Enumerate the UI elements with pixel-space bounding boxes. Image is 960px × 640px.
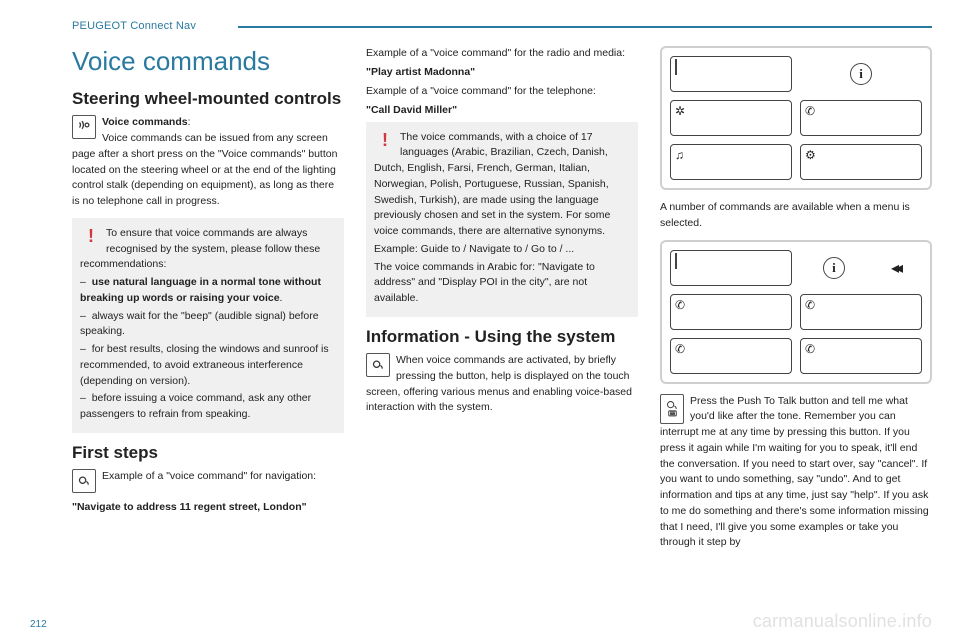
phone-icon: ✆ bbox=[805, 342, 815, 356]
gear-icon: ⚙ bbox=[805, 148, 816, 162]
note-bullet-3: – for best results, closing the windows … bbox=[80, 342, 336, 389]
warning-icon: ! bbox=[80, 226, 102, 248]
music-icon: ♫ bbox=[675, 148, 684, 162]
voice-icon bbox=[72, 115, 96, 139]
heading-information: Information - Using the system bbox=[366, 327, 638, 347]
watermark: carmanualsonline.info bbox=[753, 611, 932, 632]
note-bullet-2: – always wait for the "beep" (audible si… bbox=[80, 309, 336, 341]
commands-available-text: A number of commands are available when … bbox=[660, 200, 932, 232]
back-icon: ◂◂ bbox=[891, 258, 899, 278]
column-2: Example of a "voice command" for the rad… bbox=[366, 46, 638, 559]
langs-body: The voice commands, with a choice of 17 … bbox=[374, 130, 630, 240]
phone-icon: ✆ bbox=[805, 104, 815, 118]
heading-first-steps: First steps bbox=[72, 443, 344, 463]
phone-icon: ✆ bbox=[675, 298, 685, 312]
page-header: PEUGEOT Connect Nav bbox=[72, 20, 932, 32]
tel-command-example: "Call David Miller" bbox=[366, 104, 638, 116]
voice-commands-block: Voice commands: Voice commands can be is… bbox=[72, 115, 344, 210]
breadcrumb: PEUGEOT Connect Nav bbox=[72, 20, 196, 32]
speech-icon bbox=[72, 469, 96, 493]
ptt-block: Press the Push To Talk button and tell m… bbox=[660, 394, 932, 552]
close-button[interactable] bbox=[670, 250, 792, 286]
info-icon: i bbox=[823, 257, 845, 279]
option-button-3[interactable]: ✆ bbox=[670, 338, 792, 374]
page-title: Voice commands bbox=[72, 46, 344, 77]
info-block: When voice commands are activated, by br… bbox=[366, 353, 638, 416]
languages-note: ! The voice commands, with a choice of 1… bbox=[366, 122, 638, 317]
screen-figure-1: i ✲ ✆ ♫ ⚙ bbox=[660, 46, 932, 190]
column-1: Voice commands Steering wheel-mounted co… bbox=[72, 46, 344, 559]
info-icon: i bbox=[850, 63, 872, 85]
recommendation-note: ! To ensure that voice commands are alwa… bbox=[72, 218, 344, 433]
warning-icon: ! bbox=[374, 130, 396, 152]
columns: Voice commands Steering wheel-mounted co… bbox=[72, 46, 932, 559]
close-button[interactable] bbox=[670, 56, 792, 92]
option-button-2[interactable]: ✆ bbox=[800, 294, 922, 330]
info-button[interactable]: i bbox=[800, 56, 922, 92]
manual-page: PEUGEOT Connect Nav Voice commands Steer… bbox=[0, 0, 960, 640]
tel-lead: Example of a "voice command" for the tel… bbox=[366, 84, 638, 100]
option-button-4[interactable]: ✆ bbox=[800, 338, 922, 374]
note-bullet-4: – before issuing a voice command, ask an… bbox=[80, 391, 336, 423]
nav-button[interactable]: ✲ bbox=[670, 100, 792, 136]
speech-icon bbox=[366, 353, 390, 377]
phone-icon: ✆ bbox=[675, 342, 685, 356]
phone-icon: ✆ bbox=[805, 298, 815, 312]
info-body: When voice commands are activated, by br… bbox=[366, 354, 632, 413]
fs-lead: Example of a "voice command" for navigat… bbox=[102, 470, 316, 482]
nav-command-example: "Navigate to address 11 regent street, L… bbox=[72, 501, 344, 513]
heading-steering: Steering wheel-mounted controls bbox=[72, 89, 344, 109]
langs-arabic: The voice commands in Arabic for: "Navig… bbox=[374, 260, 630, 307]
langs-example: Example: Guide to / Navigate to / Go to … bbox=[374, 242, 630, 258]
close-icon bbox=[675, 253, 677, 269]
note-intro: To ensure that voice commands are always… bbox=[80, 226, 336, 273]
close-icon bbox=[675, 59, 677, 75]
page-number: 212 bbox=[30, 619, 47, 630]
nav-icon: ✲ bbox=[675, 104, 685, 118]
radio-lead: Example of a "voice command" for the rad… bbox=[366, 46, 638, 62]
ptt-icon bbox=[660, 394, 684, 424]
ptt-body: Press the Push To Talk button and tell m… bbox=[660, 395, 929, 549]
radio-command-example: "Play artist Madonna" bbox=[366, 66, 638, 78]
note-bullet-1: – use natural language in a normal tone … bbox=[80, 275, 336, 307]
info-back-button[interactable]: i ◂◂ bbox=[800, 250, 922, 286]
vc-label: Voice commands bbox=[102, 116, 188, 128]
option-button-1[interactable]: ✆ bbox=[670, 294, 792, 330]
column-3: i ✲ ✆ ♫ ⚙ A number of commands are avail… bbox=[660, 46, 932, 559]
music-button[interactable]: ♫ bbox=[670, 144, 792, 180]
screen-figure-2: i ◂◂ ✆ ✆ ✆ ✆ bbox=[660, 240, 932, 384]
first-steps-block: Example of a "voice command" for navigat… bbox=[72, 469, 344, 493]
header-rule bbox=[238, 26, 932, 28]
vc-body: Voice commands can be issued from any sc… bbox=[72, 132, 337, 207]
phone-button[interactable]: ✆ bbox=[800, 100, 922, 136]
settings-button[interactable]: ⚙ bbox=[800, 144, 922, 180]
